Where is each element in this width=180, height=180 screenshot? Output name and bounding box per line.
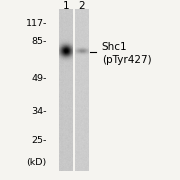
Text: 1: 1 bbox=[62, 1, 69, 11]
Text: 117-: 117- bbox=[25, 19, 47, 28]
Text: 49-: 49- bbox=[31, 74, 47, 83]
Text: 85-: 85- bbox=[31, 37, 47, 46]
Text: (kD): (kD) bbox=[27, 158, 47, 166]
Text: 2: 2 bbox=[79, 1, 85, 11]
Text: 25-: 25- bbox=[31, 136, 47, 145]
Text: Shc1
(pTyr427): Shc1 (pTyr427) bbox=[102, 42, 151, 65]
Text: 34-: 34- bbox=[31, 107, 47, 116]
